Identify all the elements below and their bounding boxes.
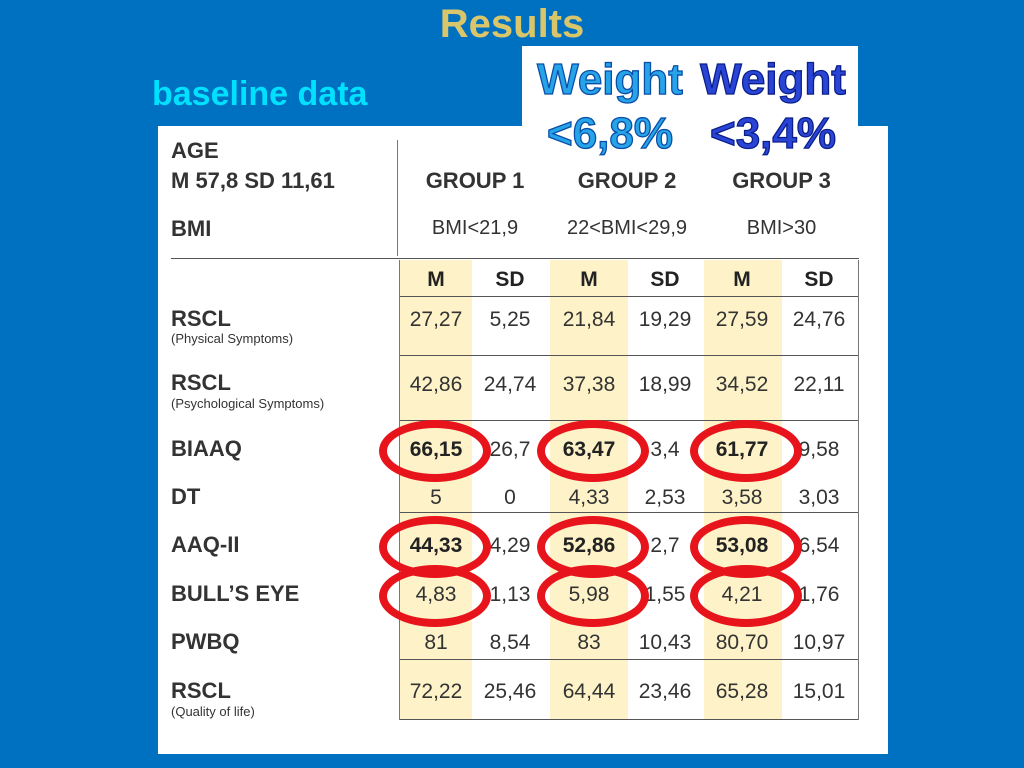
table-cell: 2,53	[644, 486, 686, 509]
group-1-header: GROUP 1	[425, 168, 525, 193]
table-cell: 27,27	[409, 308, 463, 331]
row-label: RSCL	[171, 306, 231, 331]
table-cell: 9,58	[798, 438, 840, 461]
table-cell: 10,97	[792, 631, 846, 654]
row-label: BIAAQ	[171, 436, 242, 461]
group-3-header: GROUP 3	[732, 168, 831, 193]
row-divider	[399, 296, 859, 297]
table-cell: 64,44	[562, 680, 616, 703]
row-divider	[171, 258, 859, 259]
group-1-bmi: BMI<21,9	[431, 217, 519, 239]
table-cell: 18,99	[638, 373, 692, 396]
table-cell: 21,84	[562, 308, 616, 331]
col-divider	[399, 260, 400, 720]
table-cell: 1,76	[798, 583, 840, 606]
row-label: BULL’S EYE	[171, 581, 300, 606]
highlight-ring-biaaq-group2	[537, 420, 649, 482]
row-divider	[399, 719, 859, 720]
table-cell: 37,38	[562, 373, 616, 396]
row-divider	[399, 355, 859, 356]
table-cell: 83	[577, 631, 601, 654]
highlight-ring-biaaq-group3	[690, 420, 802, 482]
table-cell: 72,22	[409, 680, 463, 703]
row-divider	[399, 659, 859, 660]
col-divider	[858, 260, 859, 720]
age-label: AGE	[171, 138, 219, 163]
weight-callout: Weight Weight <6,8% <3,4%	[522, 46, 858, 156]
weight-group2-line2: <6,8%	[546, 109, 673, 158]
highlight-ring-biaaq-group1	[379, 420, 491, 482]
table-cell: 65,28	[715, 680, 769, 703]
bmi-label: BMI	[171, 216, 212, 241]
table-cell: 0	[504, 486, 516, 509]
row-label: DT	[171, 484, 201, 509]
table-cell: 27,59	[715, 308, 769, 331]
row-label: RSCL	[171, 678, 231, 703]
table-cell: 22,11	[793, 373, 845, 396]
table-cell: 3,58	[721, 486, 763, 509]
highlight-col-group3-m	[704, 260, 782, 720]
highlight-col-group2-m	[550, 260, 628, 720]
group-3-bmi: BMI>30	[746, 217, 817, 239]
row-sublabel: (Quality of life)	[171, 704, 255, 719]
table-cell: 4,29	[489, 534, 531, 557]
weight-group3-line2: <3,4%	[709, 109, 836, 158]
table-cell: 34,52	[715, 373, 769, 396]
table-cell: 4,33	[568, 486, 610, 509]
stat-header: M	[733, 268, 751, 291]
weight-group3-line1: Weight	[699, 55, 846, 104]
header-divider	[397, 140, 398, 256]
table-cell: 10,43	[638, 631, 692, 654]
table-cell: 3,03	[798, 486, 840, 509]
table-cell: 1,13	[489, 583, 531, 606]
age-stats: M 57,8 SD 11,61	[171, 168, 335, 193]
slide-title: Results	[439, 2, 585, 46]
table-cell: 24,76	[792, 308, 846, 331]
row-sublabel: (Psychological Symptoms)	[171, 396, 325, 411]
table-cell: 3,4	[650, 438, 680, 461]
table-cell: 25,46	[483, 680, 537, 703]
group-2-header: GROUP 2	[577, 168, 677, 193]
table-cell: 23,46	[638, 680, 692, 703]
table-cell: 15,01	[792, 680, 846, 703]
table-cell: 26,7	[489, 438, 531, 461]
stat-header: SD	[804, 268, 834, 291]
table-cell: 1,55	[644, 583, 686, 606]
slide-subtitle: baseline data	[152, 75, 368, 113]
row-sublabel: (Physical Symptoms)	[171, 331, 294, 346]
highlight-col-group1-m	[399, 260, 472, 720]
table-cell: 42,86	[409, 373, 463, 396]
table-cell: 8,54	[489, 631, 531, 654]
group-2-bmi: 22<BMI<29,9	[566, 217, 688, 239]
row-label: PWBQ	[171, 629, 240, 654]
table-cell: 19,29	[638, 308, 692, 331]
row-label: RSCL	[171, 370, 231, 395]
table-cell: 5,25	[489, 308, 531, 331]
stat-header: SD	[495, 268, 525, 291]
stat-header: M	[580, 268, 598, 291]
row-divider	[399, 512, 859, 513]
stat-header: SD	[650, 268, 680, 291]
table-cell: 81	[424, 631, 448, 654]
table-cell: 80,70	[715, 631, 769, 654]
weight-group2-line1: Weight	[536, 55, 683, 104]
highlight-ring-bullseye-group1	[379, 565, 491, 627]
row-divider	[399, 420, 859, 421]
table-cell: 2,7	[650, 534, 680, 557]
highlight-ring-bullseye-group3	[690, 565, 802, 627]
table-cell: 6,54	[798, 534, 840, 557]
row-label: AAQ-II	[171, 532, 240, 557]
stat-header: M	[427, 268, 445, 291]
table-cell: 5	[430, 486, 442, 509]
highlight-ring-bullseye-group2	[537, 565, 649, 627]
table-cell: 24,74	[483, 373, 537, 396]
